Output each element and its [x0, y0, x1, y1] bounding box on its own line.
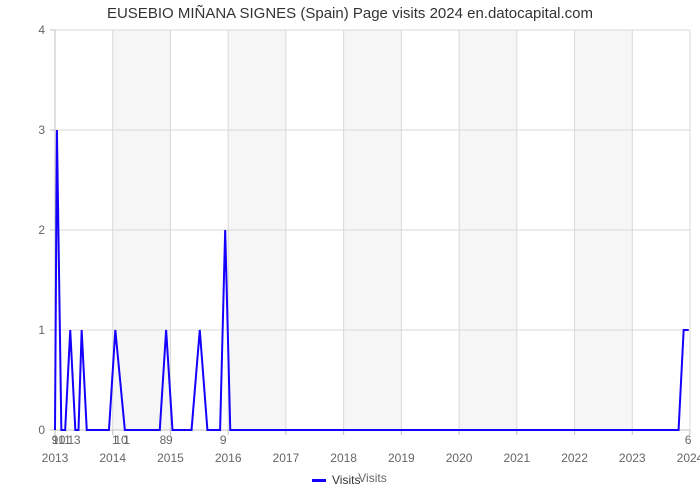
y-tick-label: 1: [38, 323, 45, 337]
x-year-label: 2013: [42, 451, 69, 465]
y-tick-label: 2: [38, 223, 45, 237]
x-year-label: 2016: [215, 451, 242, 465]
x-sub-label: 9: [166, 433, 173, 447]
legend-swatch: [312, 479, 326, 482]
x-sub-label: 1: [123, 433, 130, 447]
chart-container: 0 1 2 3 4 2013 2014 2015 2016 2017 2018 2019 2020 202…: [0, 0, 700, 500]
x-year-label: 2017: [273, 451, 300, 465]
x-year-label: 2023: [619, 451, 646, 465]
x-year-label: 2022: [561, 451, 588, 465]
y-tick-label: 0: [38, 423, 45, 437]
x-year-label: 2018: [330, 451, 357, 465]
x-sub-label: 9: [220, 433, 227, 447]
chart-title: EUSEBIO MIÑANA SIGNES (Spain) Page visit…: [107, 5, 593, 22]
line-chart: 0 1 2 3 4 2013 2014 2015 2016 2017 2018 2019 2020 202…: [0, 0, 700, 500]
y-tick-label: 4: [38, 23, 45, 37]
x-year-label: 2024: [677, 451, 700, 465]
x-year-label: 2021: [503, 451, 530, 465]
legend-label: Visits: [332, 473, 360, 487]
x-year-label: 2015: [157, 451, 184, 465]
x-axis-title: Visits: [358, 471, 386, 485]
x-sub-label: 3: [74, 433, 81, 447]
x-year-label: 2014: [99, 451, 126, 465]
x-sub-label: 6: [685, 433, 692, 447]
x-year-label: 2019: [388, 451, 415, 465]
y-tick-label: 3: [38, 123, 45, 137]
x-year-label: 2020: [446, 451, 473, 465]
